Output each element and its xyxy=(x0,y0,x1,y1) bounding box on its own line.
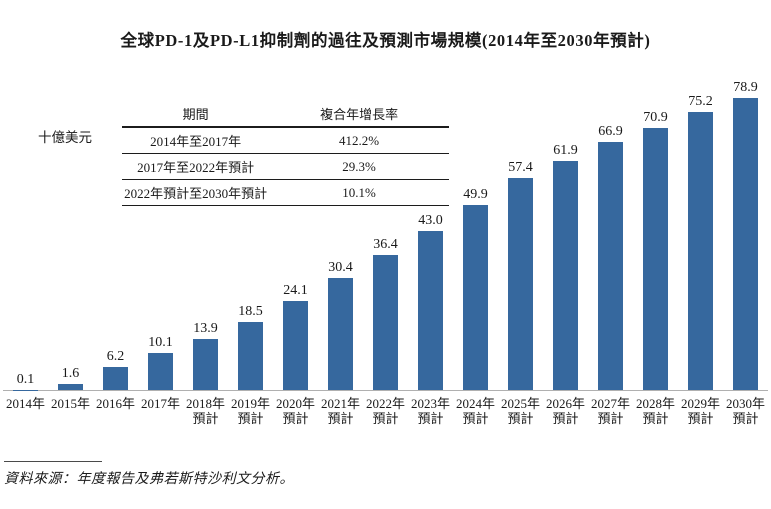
cagr-period: 2014年至2017年 xyxy=(122,127,270,154)
bar-group: 10.1 xyxy=(138,335,183,390)
bar-group: 30.4 xyxy=(318,260,363,390)
bar-group: 6.2 xyxy=(93,349,138,390)
bar-value-label: 78.9 xyxy=(733,80,758,96)
bar xyxy=(598,142,623,390)
x-axis-label: 2016年 xyxy=(95,396,135,411)
x-axis-label: 2028年 預計 xyxy=(635,396,675,426)
source-note: 資料來源：年度報告及弗若斯特沙利文分析。 xyxy=(4,472,294,487)
bar-group: 18.5 xyxy=(228,304,273,390)
x-axis-label: 2018年 預計 xyxy=(185,396,225,426)
bar xyxy=(553,160,578,390)
bar-value-label: 13.9 xyxy=(193,320,218,336)
cagr-header-rate: 複合年增長率 xyxy=(269,101,449,128)
x-axis-label: 2021年 預計 xyxy=(320,396,360,426)
bar-group: 57.4 xyxy=(498,160,543,390)
bars-row: 0.1 1.6 6.2 10.1 13.9 18.5 24.1 30.4 36.4 43.0 49.… xyxy=(3,75,768,390)
bar-value-label: 49.9 xyxy=(463,187,488,203)
bar xyxy=(643,127,668,390)
bar-value-label: 18.5 xyxy=(238,303,263,319)
bar xyxy=(238,321,263,390)
bar xyxy=(193,338,218,390)
x-axis-label: 2014年 xyxy=(5,396,45,411)
source-divider-line xyxy=(4,461,102,462)
bar-value-label: 70.9 xyxy=(643,109,668,125)
bar xyxy=(688,111,713,390)
x-axis-label: 2025年 預計 xyxy=(500,396,540,426)
bar xyxy=(148,352,173,390)
bar-value-label: 6.2 xyxy=(106,349,125,365)
x-axis-label: 2020年 預計 xyxy=(275,396,315,426)
chart-title: 全球PD-1及PD-L1抑制劑的過往及預測市場規模(2014年至2030年預計) xyxy=(120,31,651,50)
x-axis-label: 2017年 xyxy=(140,396,180,411)
bar-group: 70.9 xyxy=(633,110,678,390)
cagr-rate: 412.2% xyxy=(269,127,449,154)
bar-group: 43.0 xyxy=(408,213,453,390)
bar xyxy=(508,177,533,390)
x-axis-label: 2027年 預計 xyxy=(590,396,630,426)
bar-group: 78.9 xyxy=(723,80,768,390)
bar-value-label: 10.1 xyxy=(148,334,173,350)
bar xyxy=(373,255,398,390)
bar-group: 36.4 xyxy=(363,237,408,390)
x-axis-label: 2022年 預計 xyxy=(365,396,405,426)
x-axis-line xyxy=(3,390,768,391)
bar-value-label: 1.6 xyxy=(61,366,80,382)
x-axis-label: 2024年 預計 xyxy=(455,396,495,426)
cagr-header-period: 期間 xyxy=(122,101,270,128)
bar-value-label: 57.4 xyxy=(508,159,533,175)
bar-group: 24.1 xyxy=(273,283,318,390)
x-axis-label: 2023年 預計 xyxy=(410,396,450,426)
x-axis-label: 2019年 預計 xyxy=(230,396,270,426)
bar-group: 49.9 xyxy=(453,187,498,390)
bar-value-label: 0.1 xyxy=(16,371,35,387)
bar xyxy=(103,367,128,390)
bar-value-label: 75.2 xyxy=(688,93,713,109)
x-axis-label: 2015年 xyxy=(50,396,90,411)
bar xyxy=(328,277,353,390)
bar-group: 75.2 xyxy=(678,94,723,390)
bar-group: 0.1 xyxy=(3,372,48,390)
bar-group: 66.9 xyxy=(588,124,633,390)
x-axis-label: 2030年 預計 xyxy=(725,396,765,426)
bar-value-label: 36.4 xyxy=(373,237,398,253)
y-axis-unit-label: 十億美元 xyxy=(38,130,92,145)
cagr-table: 期間 複合年增長率 2014年至2017年 412.2% 2017年至2022年… xyxy=(122,101,449,206)
bar xyxy=(733,98,758,390)
bar xyxy=(418,230,443,390)
cagr-table-row: 2022年預計至2030年預計 10.1% xyxy=(122,179,449,206)
bar-value-label: 30.4 xyxy=(328,259,353,275)
cagr-table-row: 2014年至2017年 412.2% xyxy=(122,127,449,154)
bar-group: 1.6 xyxy=(48,366,93,390)
x-axis-labels: 2014年 2015年 2016年 2017年 2018年 預計 2019年 預計 2020… xyxy=(3,391,768,426)
x-axis-label: 2029年 預計 xyxy=(680,396,720,426)
cagr-rate: 10.1% xyxy=(269,179,449,206)
bar-group: 13.9 xyxy=(183,321,228,390)
bar-value-label: 66.9 xyxy=(598,124,623,140)
cagr-table-header-row: 期間 複合年增長率 xyxy=(122,101,449,128)
bar-value-label: 43.0 xyxy=(418,212,443,228)
bar-value-label: 61.9 xyxy=(553,142,578,158)
bar-group: 61.9 xyxy=(543,143,588,390)
cagr-table-row: 2017年至2022年預計 29.3% xyxy=(122,153,449,180)
x-axis-label: 2026年 預計 xyxy=(545,396,585,426)
cagr-period: 2022年預計至2030年預計 xyxy=(122,179,270,206)
bar-chart: 0.1 1.6 6.2 10.1 13.9 18.5 24.1 30.4 36.4 43.0 49.… xyxy=(3,75,768,426)
bar-value-label: 24.1 xyxy=(283,282,308,298)
bar xyxy=(463,205,488,390)
bar xyxy=(283,300,308,390)
bar xyxy=(58,384,83,390)
cagr-period: 2017年至2022年預計 xyxy=(122,153,270,180)
cagr-rate: 29.3% xyxy=(269,153,449,180)
